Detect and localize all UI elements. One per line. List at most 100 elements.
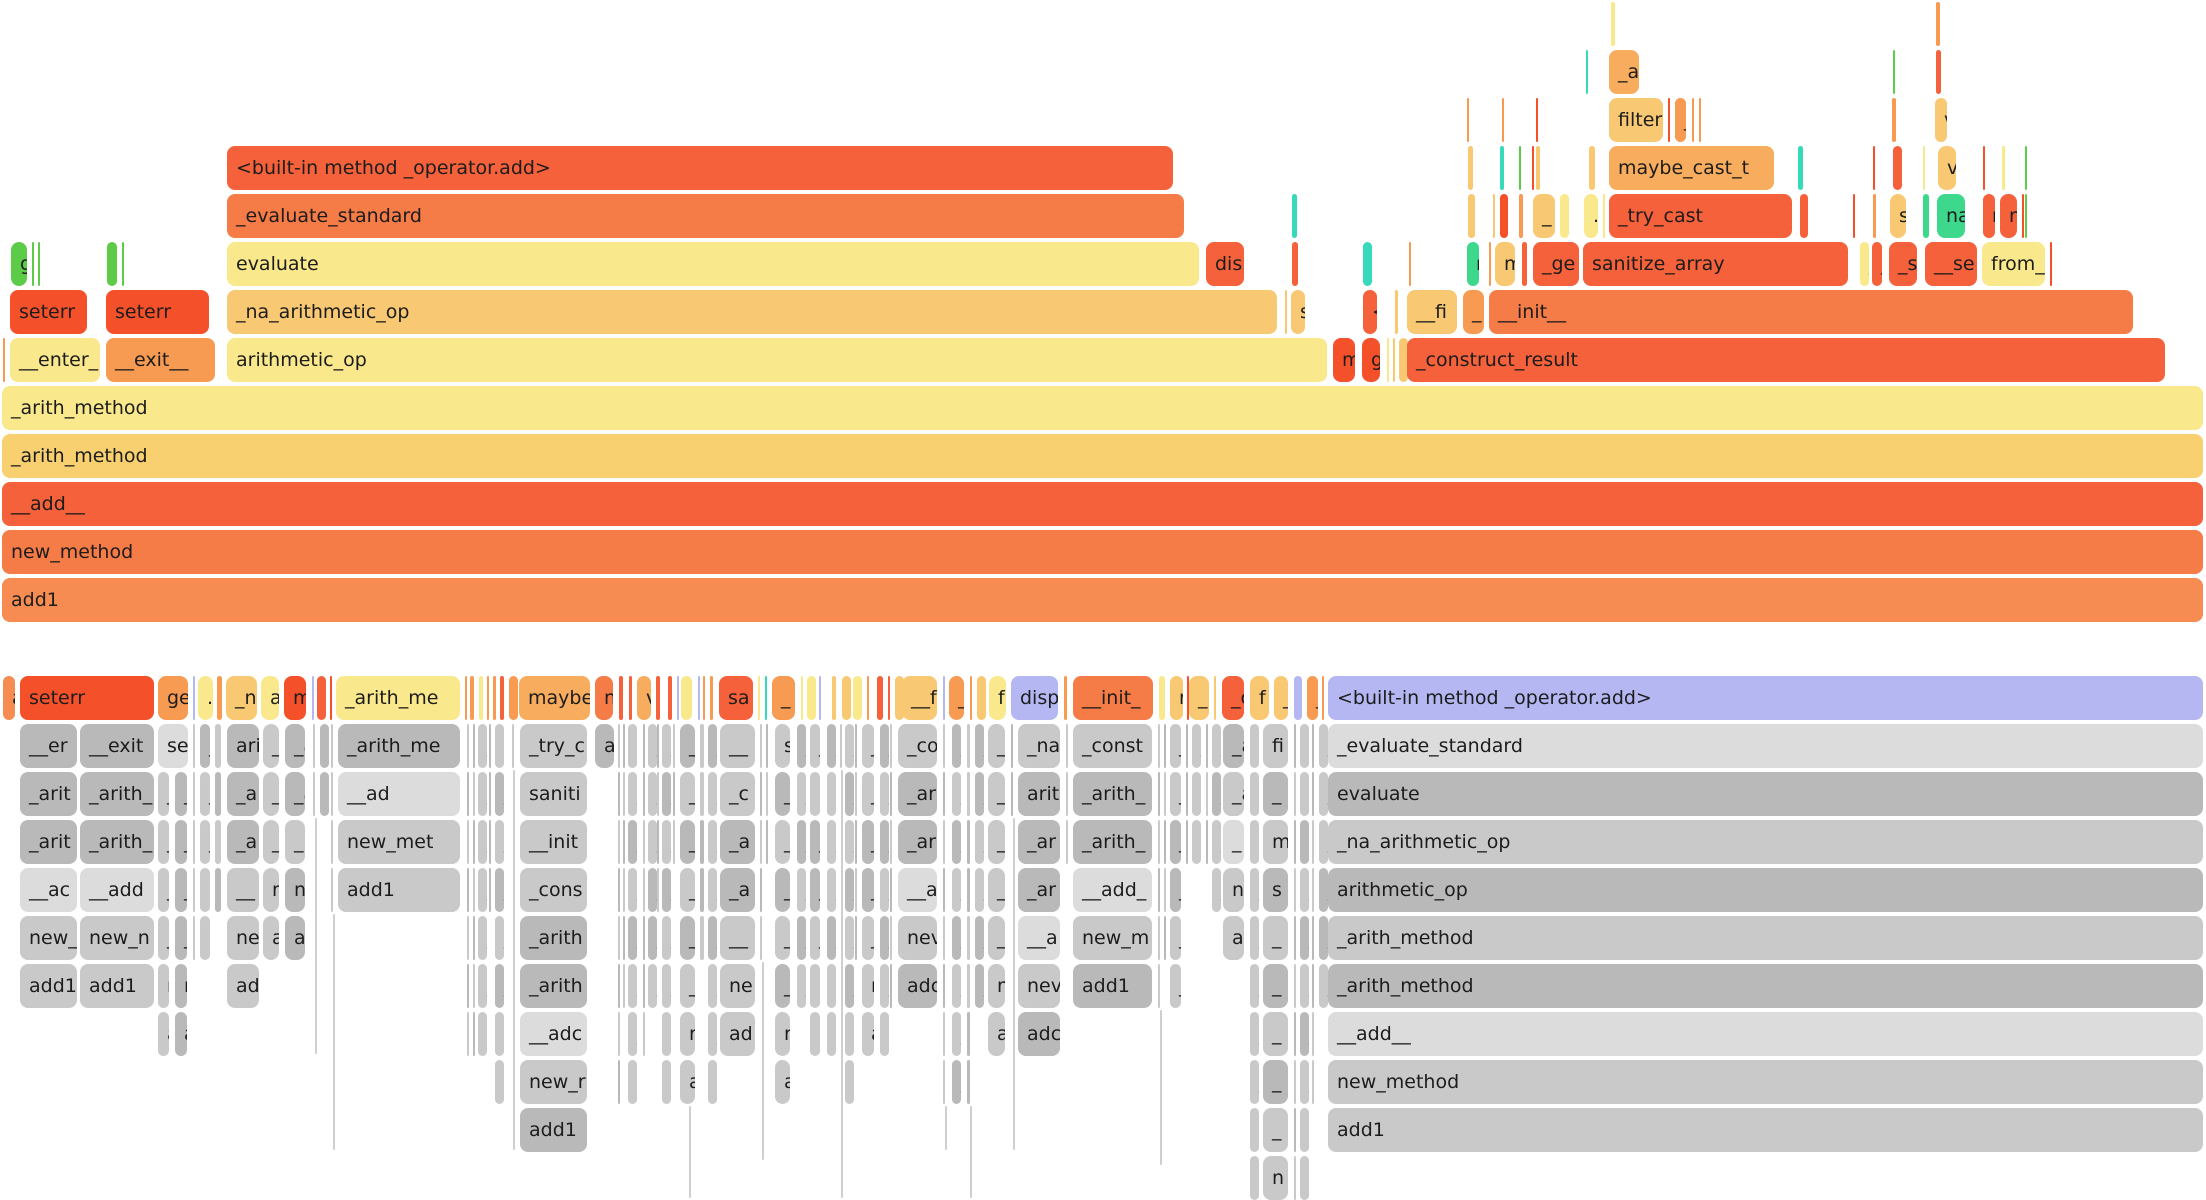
sandwich-stack-cell[interactable] bbox=[943, 1060, 945, 1104]
sandwich-stack-cell[interactable]: _ bbox=[708, 916, 717, 960]
sandwich-stack-cell[interactable] bbox=[215, 724, 221, 768]
sandwich-frame-bar[interactable] bbox=[1214, 676, 1216, 720]
sandwich-stack-cell[interactable] bbox=[1158, 772, 1160, 816]
flame-bar[interactable] bbox=[2002, 146, 2005, 190]
sandwich-stack-cell[interactable]: _ bbox=[880, 868, 889, 912]
sandwich-stack-cell[interactable]: _a bbox=[1223, 724, 1244, 768]
sandwich-stack-cell[interactable] bbox=[1312, 1060, 1314, 1104]
sandwich-stack-cell[interactable]: r bbox=[628, 724, 637, 768]
sandwich-stack-cell[interactable] bbox=[855, 820, 857, 864]
sandwich-stack-cell[interactable] bbox=[331, 772, 333, 816]
sandwich-stack-cell[interactable] bbox=[473, 820, 475, 864]
flame-bar[interactable] bbox=[1292, 242, 1298, 286]
sandwich-frame-bar[interactable] bbox=[479, 676, 483, 720]
sandwich-stack-cell[interactable]: se bbox=[158, 724, 188, 768]
flame-bar[interactable] bbox=[2022, 194, 2024, 238]
sandwich-stack-cell[interactable] bbox=[1312, 916, 1314, 960]
sandwich-stack-cell[interactable]: evaluate bbox=[1328, 772, 2203, 816]
sandwich-stack-cell[interactable] bbox=[623, 964, 625, 1008]
sandwich-stack-cell[interactable] bbox=[1294, 1012, 1296, 1056]
sandwich-frame-bar[interactable] bbox=[217, 676, 222, 720]
sandwich-stack-cell[interactable]: new_r bbox=[520, 1060, 587, 1104]
sandwich-stack-cell[interactable]: _ bbox=[845, 868, 854, 912]
sandwich-stack-cell[interactable]: __ad bbox=[338, 772, 460, 816]
sandwich-frame-bar[interactable]: _ bbox=[1307, 676, 1318, 720]
sandwich-stack-cell[interactable] bbox=[943, 724, 945, 768]
sandwich-stack-cell[interactable] bbox=[967, 964, 970, 1008]
sandwich-stack-cell[interactable] bbox=[890, 868, 892, 912]
sandwich-stack-cell[interactable] bbox=[623, 724, 625, 768]
flame-bar[interactable] bbox=[1502, 98, 1504, 142]
sandwich-stack-cell[interactable] bbox=[467, 868, 469, 912]
flame-bar[interactable]: arithmetic_op bbox=[227, 338, 1327, 382]
flame-bar[interactable]: sanitize_array bbox=[1583, 242, 1848, 286]
sandwich-stack-cell[interactable] bbox=[215, 772, 221, 816]
sandwich-stack-cell[interactable]: _ bbox=[158, 916, 169, 960]
sandwich-stack-cell[interactable]: _ bbox=[1250, 1012, 1259, 1056]
flame-bar[interactable]: __se bbox=[1925, 242, 1977, 286]
sandwich-stack-cell[interactable]: _ bbox=[1319, 868, 1328, 912]
sandwich-stack-cell[interactable]: _ bbox=[628, 868, 637, 912]
sandwich-stack-cell[interactable] bbox=[700, 724, 704, 768]
sandwich-stack-cell[interactable] bbox=[943, 868, 945, 912]
sandwich-stack-cell[interactable]: _ bbox=[845, 916, 854, 960]
sandwich-stack-cell[interactable]: m bbox=[1263, 820, 1288, 864]
sandwich-stack-cell[interactable]: _a bbox=[1223, 772, 1244, 816]
flame-bar[interactable] bbox=[1699, 98, 1701, 142]
sandwich-stack-cell[interactable]: _ bbox=[862, 868, 874, 912]
sandwich-stack-cell[interactable]: _ bbox=[862, 916, 874, 960]
sandwich-stack-cell[interactable] bbox=[489, 820, 491, 864]
sandwich-stack-cell[interactable] bbox=[193, 868, 195, 912]
sandwich-stack-cell[interactable] bbox=[760, 916, 762, 960]
sandwich-frame-bar[interactable] bbox=[330, 676, 332, 720]
sandwich-frame-bar[interactable] bbox=[801, 676, 803, 720]
sandwich-stack-cell[interactable]: _ bbox=[797, 724, 806, 768]
sandwich-stack-cell[interactable] bbox=[1158, 964, 1160, 1008]
sandwich-stack-cell[interactable]: _ bbox=[1300, 1012, 1309, 1056]
sandwich-frame-bar[interactable] bbox=[1064, 676, 1067, 720]
sandwich-stack-cell[interactable] bbox=[1294, 724, 1296, 768]
sandwich-stack-cell[interactable]: adc bbox=[898, 964, 937, 1008]
sandwich-frame-bar[interactable] bbox=[1322, 676, 1324, 720]
sandwich-stack-cell[interactable]: _a bbox=[285, 772, 305, 816]
sandwich-stack-cell[interactable]: _ bbox=[648, 772, 657, 816]
sandwich-stack-cell[interactable] bbox=[967, 1012, 970, 1056]
sandwich-stack-cell[interactable] bbox=[512, 724, 514, 768]
sandwich-stack-cell[interactable] bbox=[657, 820, 659, 864]
sandwich-stack-cell[interactable]: _ bbox=[1319, 724, 1328, 768]
sandwich-stack-cell[interactable] bbox=[1158, 916, 1160, 960]
flame-bar[interactable]: r bbox=[1983, 194, 1995, 238]
sandwich-stack-cell[interactable]: _ bbox=[1250, 1060, 1259, 1104]
sandwich-stack-cell[interactable]: _try_c bbox=[520, 724, 587, 768]
sandwich-stack-cell[interactable]: _ bbox=[1170, 916, 1181, 960]
sandwich-stack-cell[interactable]: new_n bbox=[80, 916, 154, 960]
sandwich-frame-bar[interactable] bbox=[703, 676, 705, 720]
flame-bar[interactable] bbox=[1611, 2, 1615, 46]
sandwich-stack-cell[interactable]: _ bbox=[988, 724, 1005, 768]
sandwich-stack-cell[interactable] bbox=[760, 772, 762, 816]
flame-bar[interactable]: _na_arithmetic_op bbox=[227, 290, 1277, 334]
sandwich-stack-cell[interactable]: a bbox=[862, 1012, 874, 1056]
sandwich-stack-cell[interactable]: _ bbox=[478, 820, 487, 864]
sandwich-stack-cell[interactable] bbox=[855, 772, 857, 816]
sandwich-stack-cell[interactable]: _arith bbox=[520, 964, 587, 1008]
sandwich-stack-cell[interactable]: _ bbox=[175, 772, 187, 816]
sandwich-frame-bar[interactable]: a bbox=[261, 676, 279, 720]
sandwich-stack-cell[interactable] bbox=[760, 868, 762, 912]
sandwich-stack-cell[interactable]: _ bbox=[175, 868, 187, 912]
flame-bar[interactable]: seterr bbox=[106, 290, 209, 334]
flame-bar[interactable]: _try_cast bbox=[1609, 194, 1792, 238]
sandwich-stack-cell[interactable]: _ bbox=[1300, 916, 1309, 960]
sandwich-stack-cell[interactable] bbox=[193, 724, 195, 768]
sandwich-frame-bar[interactable] bbox=[888, 676, 890, 720]
sandwich-stack-cell[interactable]: _a bbox=[720, 868, 755, 912]
sandwich-stack-cell[interactable] bbox=[618, 772, 620, 816]
sandwich-stack-cell[interactable]: add1 bbox=[520, 1108, 587, 1152]
sandwich-stack-cell[interactable] bbox=[855, 868, 857, 912]
sandwich-stack-cell[interactable] bbox=[1312, 964, 1314, 1008]
sandwich-stack-cell[interactable] bbox=[967, 916, 970, 960]
flame-bar[interactable]: m bbox=[1333, 338, 1355, 382]
sandwich-frame-bar[interactable]: v bbox=[637, 676, 651, 720]
sandwich-stack-cell[interactable] bbox=[890, 772, 892, 816]
sandwich-frame-bar[interactable] bbox=[487, 676, 489, 720]
